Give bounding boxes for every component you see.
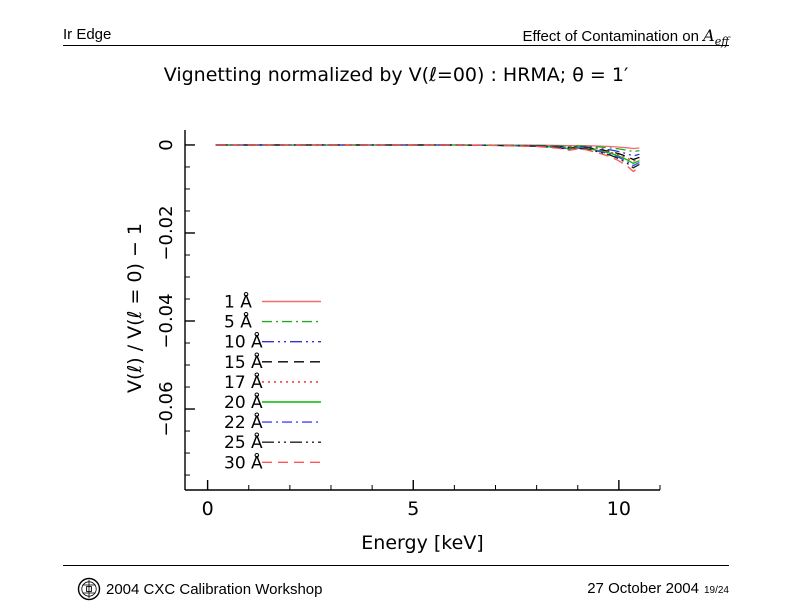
header-rule: [63, 45, 729, 46]
page-number: 19/24: [703, 585, 729, 596]
legend-label: 15 Å: [224, 351, 263, 373]
x-axis-label: Energy [keV]: [361, 532, 484, 554]
footer-rule: [63, 565, 729, 566]
chart-title: Vignetting normalized by V(ℓ=00) : HRMA;…: [163, 64, 629, 86]
footer-right: 27 October 2004 19/24: [587, 580, 729, 597]
legend-label: 5 Å: [224, 311, 252, 333]
footer-left: 2004 CXC Calibration Workshop: [76, 576, 323, 602]
legend-label: 30 Å: [224, 451, 263, 473]
footer-workshop-text: 2004 CXC Calibration Workshop: [106, 580, 323, 598]
y-tick-label: −0.04: [156, 293, 177, 348]
y-tick-label: −0.06: [156, 381, 177, 436]
header-right-text: Effect of Contamination on: [522, 28, 704, 45]
legend-label: 20 Å: [224, 391, 263, 413]
aeff-subscript: eff: [714, 35, 729, 48]
x-tick-label: 5: [407, 498, 419, 520]
cxc-logo-icon: [77, 577, 101, 601]
x-tick-label: 10: [607, 498, 631, 520]
legend-label: 10 Å: [224, 331, 263, 353]
legend-label: 1 Å: [224, 291, 252, 313]
series-line-22Å: [215, 144, 640, 167]
legend-label: 17 Å: [224, 371, 263, 393]
y-tick-label: −0.02: [156, 205, 177, 260]
legend-label: 22 Å: [224, 411, 263, 433]
header-right-title: Effect of Contamination on Aeff: [522, 26, 729, 48]
y-tick-label: 0: [156, 139, 177, 150]
legend-label: 25 Å: [224, 431, 263, 453]
header-left-title: Ir Edge: [63, 26, 112, 43]
series-line-30Å: [215, 144, 640, 173]
aeff-symbol: A: [703, 26, 715, 45]
x-tick-label: 0: [202, 498, 214, 520]
footer-date: 27 October 2004: [587, 580, 699, 597]
